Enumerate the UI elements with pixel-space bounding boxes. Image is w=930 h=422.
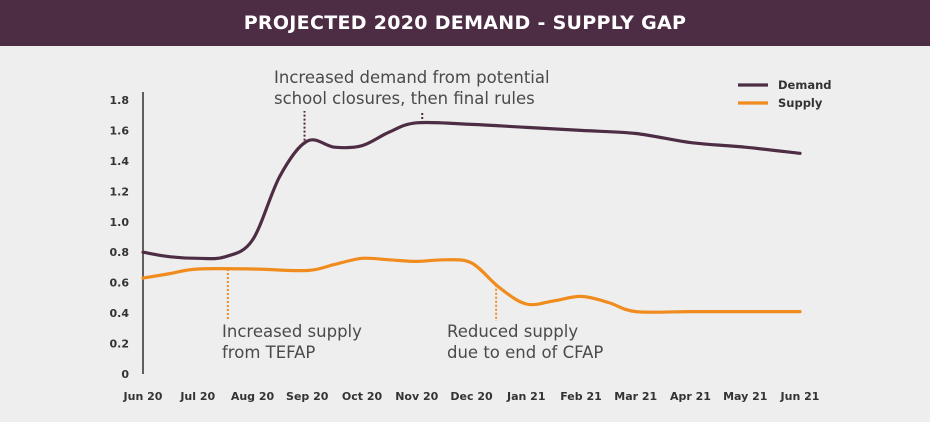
y-tick-label: 1.8 (110, 94, 130, 107)
x-tick-label: Mar 21 (614, 390, 657, 403)
y-tick-label: 0.4 (110, 307, 130, 320)
y-tick-label: 1.6 (110, 124, 130, 137)
annotation-line: school closures, then final rules (274, 89, 535, 108)
x-tick-label: Apr 21 (670, 390, 711, 403)
x-tick-label: Aug 20 (231, 390, 275, 403)
chart-title: PROJECTED 2020 DEMAND - SUPPLY GAP (243, 12, 687, 34)
annotation-text: Increased supply from TEFAP (222, 322, 362, 362)
annotation-line: due to end of CFAP (447, 343, 603, 362)
legend-label-supply: Supply (778, 96, 823, 110)
annotation-line: Increased demand from potential (274, 68, 550, 87)
x-tick-label: Dec 20 (450, 390, 493, 403)
y-tick-label: 0 (121, 368, 129, 381)
y-tick-label: 0.6 (110, 277, 130, 290)
y-tick-label: 1.0 (110, 216, 130, 229)
series-line-supply (141, 256, 802, 314)
annotation-text: Reduced supply due to end of CFAP (447, 322, 603, 362)
legend-label-demand: Demand (778, 78, 832, 92)
annotation-line: Reduced supply (447, 322, 578, 341)
x-tick-label: Oct 20 (342, 390, 383, 403)
annotation-line: Increased supply (222, 322, 362, 341)
annotation-line: from TEFAP (222, 343, 315, 362)
x-tick-label: Jul 20 (179, 390, 215, 403)
title-banner: PROJECTED 2020 DEMAND - SUPPLY GAP (0, 0, 930, 46)
x-tick-label: Jan 21 (506, 390, 545, 403)
annotation-text: Increased demand from potential school cl… (274, 68, 550, 108)
x-tick-label: Nov 20 (395, 390, 438, 403)
series-line-demand (141, 120, 802, 261)
y-tick-label: 0.2 (110, 338, 130, 351)
y-tick-label: 1.4 (110, 155, 130, 168)
x-tick-label: May 21 (723, 390, 767, 403)
y-tick-label: 1.2 (110, 185, 130, 198)
x-tick-label: Feb 21 (560, 390, 602, 403)
y-tick-label: 0.8 (110, 246, 130, 259)
x-tick-label: Jun 21 (780, 390, 820, 403)
x-tick-label: Sep 20 (286, 390, 329, 403)
x-tick-label: Jun 20 (123, 390, 163, 403)
